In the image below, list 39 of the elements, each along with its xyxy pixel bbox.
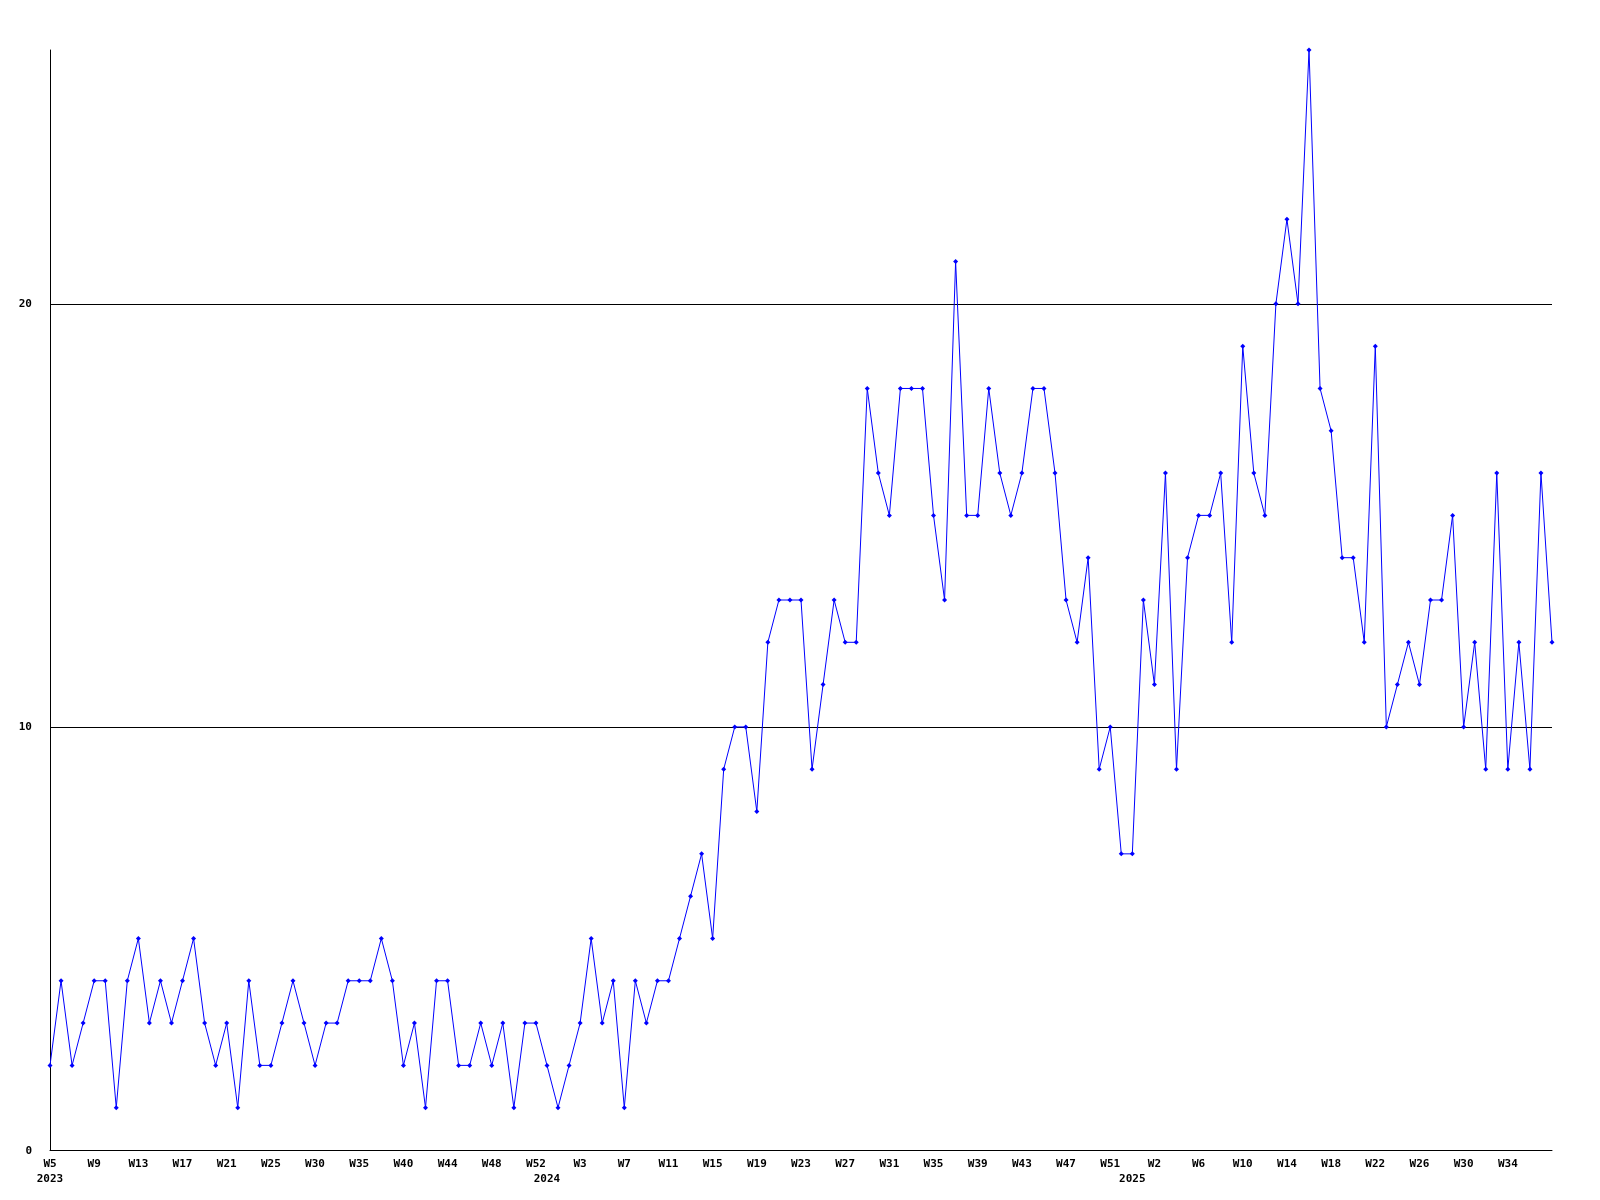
x-tick-label: W40 <box>393 1157 414 1170</box>
x-tick-label: W19 <box>746 1157 767 1170</box>
x-tick-label: W18 <box>1321 1157 1342 1170</box>
x-tick-label: W17 <box>172 1157 193 1170</box>
x-tick-label: W25 <box>260 1157 281 1170</box>
x-tick-label: W11 <box>658 1157 679 1170</box>
x-tick-label: W7 <box>617 1157 631 1170</box>
x-tick-label: 2024 <box>533 1172 561 1185</box>
x-tick-label: W10 <box>1232 1157 1253 1170</box>
x-tick-label: W52 <box>526 1157 546 1170</box>
x-tick-label: W35 <box>923 1157 944 1170</box>
x-tick-label: W14 <box>1277 1157 1298 1170</box>
x-tick-label: W21 <box>216 1157 238 1170</box>
x-tick-label: W35 <box>349 1157 370 1170</box>
x-tick-label: W22 <box>1365 1157 1386 1170</box>
x-tick-label: 2025 <box>1119 1172 1146 1185</box>
x-tick-label: W26 <box>1409 1157 1430 1170</box>
x-tick-label: W30 <box>305 1157 325 1170</box>
x-tick-label: W2 <box>1147 1157 1162 1170</box>
x-tick-label: W43 <box>1011 1157 1032 1170</box>
x-tick-label: W34 <box>1497 1157 1519 1170</box>
x-tick-label: W13 <box>128 1157 149 1170</box>
x-tick-label: W47 <box>1056 1157 1076 1170</box>
x-tick-label: W31 <box>879 1157 900 1170</box>
x-tick-label: W5 2023 <box>36 1157 64 1185</box>
y-tick-label: 10 <box>18 720 32 734</box>
y-tick-label: 0 <box>25 1143 32 1157</box>
x-tick-label: W30 <box>1453 1157 1474 1170</box>
x-tick-label: W27 <box>835 1157 856 1170</box>
x-tick-label: W39 <box>967 1157 988 1170</box>
x-tick-label: W48 <box>481 1157 502 1170</box>
x-tick-label: W9 <box>87 1157 101 1170</box>
x-tick-label: W44 <box>437 1157 458 1170</box>
x-tick-label: W15 <box>702 1157 723 1170</box>
y-tick-label: 20 <box>18 297 32 311</box>
x-tick-label: W23 <box>791 1157 811 1170</box>
x-tick-label: W6 <box>1191 1157 1206 1170</box>
x-tick-label: W51 <box>1100 1157 1121 1170</box>
x-tick-label: W3 <box>573 1157 587 1170</box>
